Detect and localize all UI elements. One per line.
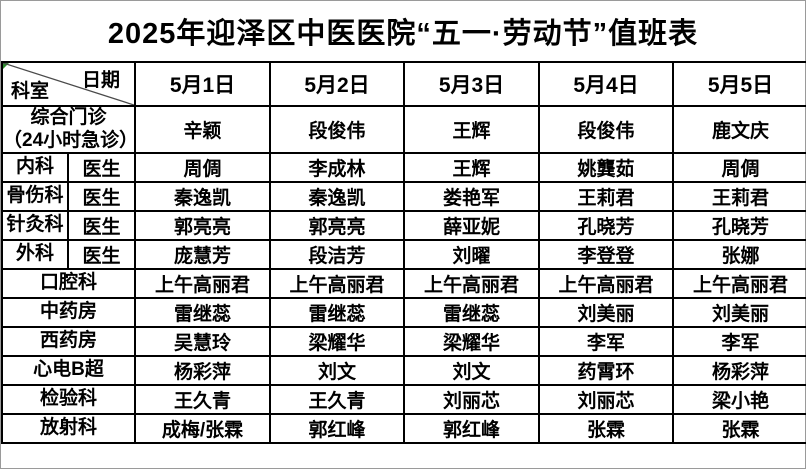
duty-cell: 李登登 (538, 239, 674, 270)
duty-cell: 郭亮亮 (134, 210, 271, 241)
dept-cell: 西药房 (1, 326, 136, 357)
duty-cell: 杨彩萍 (134, 355, 271, 386)
duty-cell: 雷继蕊 (269, 297, 405, 328)
dept-cell: 外科 (1, 239, 69, 270)
dept-cell: 心电B超 (1, 355, 136, 386)
table-row-radiology: 放射科 成梅/张霖 郭红峰 郭红峰 张霖 张霖 (1, 413, 806, 444)
duty-cell: 郭红峰 (403, 413, 540, 444)
dept-cell: 综合门诊 （24小时急诊） (1, 105, 136, 154)
duty-cell: 刘丽芯 (538, 384, 674, 415)
duty-cell: 孔晓芳 (538, 210, 674, 241)
duty-cell: 王久青 (134, 384, 271, 415)
duty-cell: 李军 (672, 326, 806, 357)
table-row-surgery: 外科 医生 庞慧芳 段洁芳 刘曜 李登登 张娜 (1, 239, 806, 270)
duty-cell: 庞慧芳 (134, 239, 271, 270)
duty-cell: 秦逸凯 (269, 181, 405, 212)
duty-cell: 娄艳军 (403, 181, 540, 212)
green-corner-marker (4, 64, 9, 69)
duty-cell: 郭亮亮 (269, 210, 405, 241)
duty-cell: 张娜 (672, 239, 806, 270)
table-row-general-clinic: 综合门诊 （24小时急诊） 辛颖 段俊伟 王辉 段俊伟 鹿文庆 (1, 105, 806, 154)
duty-cell: 梁耀华 (269, 326, 405, 357)
duty-cell: 吴慧玲 (134, 326, 271, 357)
table-row-orthopedics: 骨伤科 医生 秦逸凯 秦逸凯 娄艳军 王莉君 王莉君 (1, 181, 806, 212)
table-row-western-pharmacy: 西药房 吴慧玲 梁耀华 梁耀华 李军 李军 (1, 326, 806, 357)
duty-cell: 李军 (538, 326, 674, 357)
duty-cell: 梁耀华 (403, 326, 540, 357)
duty-cell: 姚龔茹 (538, 152, 674, 183)
duty-roster-table: 日期 科室 5月1日 5月2日 5月3日 5月4日 5月5日 综合门诊 （24小… (1, 61, 806, 444)
duty-cell: 雷继蕊 (403, 297, 540, 328)
duty-cell: 秦逸凯 (134, 181, 271, 212)
duty-cell: 雷继蕊 (134, 297, 271, 328)
dept-cell: 骨伤科 (1, 181, 69, 212)
diagonal-divider (3, 63, 134, 105)
role-cell: 医生 (67, 210, 136, 241)
duty-cell: 杨彩萍 (672, 355, 806, 386)
duty-cell: 段俊伟 (269, 105, 405, 154)
duty-cell: 成梅/张霖 (134, 413, 271, 444)
duty-cell: 郭红峰 (269, 413, 405, 444)
dept-cell: 针灸科 (1, 210, 69, 241)
page-title: 2025年迎泽区中医医院“五一·劳动节”值班表 (107, 18, 699, 50)
duty-cell: 刘美丽 (538, 297, 674, 328)
duty-cell: 药霄环 (538, 355, 674, 386)
duty-cell: 王莉君 (538, 181, 674, 212)
table-row-tcm-pharmacy: 中药房 雷继蕊 雷继蕊 雷继蕊 刘美丽 刘美丽 (1, 297, 806, 328)
duty-cell: 王辉 (403, 152, 540, 183)
duty-cell: 张霖 (538, 413, 674, 444)
duty-cell: 周倜 (134, 152, 271, 183)
duty-cell: 孔晓芳 (672, 210, 806, 241)
duty-cell: 上午高丽君 (403, 268, 540, 299)
duty-cell: 周倜 (672, 152, 806, 183)
duty-cell: 刘曜 (403, 239, 540, 270)
table-header-row: 日期 科室 5月1日 5月2日 5月3日 5月4日 5月5日 (1, 61, 806, 107)
duty-cell: 刘丽芯 (403, 384, 540, 415)
duty-cell: 上午高丽君 (134, 268, 271, 299)
date-header-may3: 5月3日 (403, 61, 540, 107)
date-header-may2: 5月2日 (269, 61, 405, 107)
duty-cell: 刘文 (403, 355, 540, 386)
duty-cell: 王久青 (269, 384, 405, 415)
table-row-internal-medicine: 内科 医生 周倜 李成林 王辉 姚龔茹 周倜 (1, 152, 806, 183)
role-cell: 医生 (67, 181, 136, 212)
duty-cell: 段洁芳 (269, 239, 405, 270)
duty-cell: 辛颖 (134, 105, 271, 154)
table-row-dental: 口腔科 上午高丽君 上午高丽君 上午高丽君 上午高丽君 上午高丽君 (1, 268, 806, 299)
duty-cell: 段俊伟 (538, 105, 674, 154)
dept-cell: 检验科 (1, 384, 136, 415)
corner-date-label: 日期 (81, 70, 120, 91)
duty-cell: 张霖 (672, 413, 806, 444)
corner-dept-label: 科室 (11, 81, 50, 102)
duty-cell: 刘美丽 (672, 297, 806, 328)
duty-cell: 上午高丽君 (538, 268, 674, 299)
table-row-laboratory: 检验科 王久青 王久青 刘丽芯 刘丽芯 梁小艳 (1, 384, 806, 415)
duty-cell: 梁小艳 (672, 384, 806, 415)
role-cell: 医生 (67, 239, 136, 270)
duty-cell: 上午高丽君 (269, 268, 405, 299)
table-row-ecg-ultrasound: 心电B超 杨彩萍 刘文 刘文 药霄环 杨彩萍 (1, 355, 806, 386)
duty-cell: 鹿文庆 (672, 105, 806, 154)
dept-cell: 中药房 (1, 297, 136, 328)
role-cell: 医生 (67, 152, 136, 183)
dept-cell: 内科 (1, 152, 69, 183)
date-header-may1: 5月1日 (134, 61, 271, 107)
duty-cell: 上午高丽君 (672, 268, 806, 299)
duty-cell: 薛亚妮 (403, 210, 540, 241)
duty-cell: 王莉君 (672, 181, 806, 212)
table-row-acupuncture: 针灸科 医生 郭亮亮 郭亮亮 薛亚妮 孔晓芳 孔晓芳 (1, 210, 806, 241)
duty-cell: 刘文 (269, 355, 405, 386)
dept-cell: 放射科 (1, 413, 136, 444)
duty-cell: 王辉 (403, 105, 540, 154)
date-header-may4: 5月4日 (538, 61, 674, 107)
duty-cell: 李成林 (269, 152, 405, 183)
dept-cell: 口腔科 (1, 268, 136, 299)
date-header-may5: 5月5日 (672, 61, 806, 107)
corner-cell: 日期 科室 (1, 61, 136, 107)
